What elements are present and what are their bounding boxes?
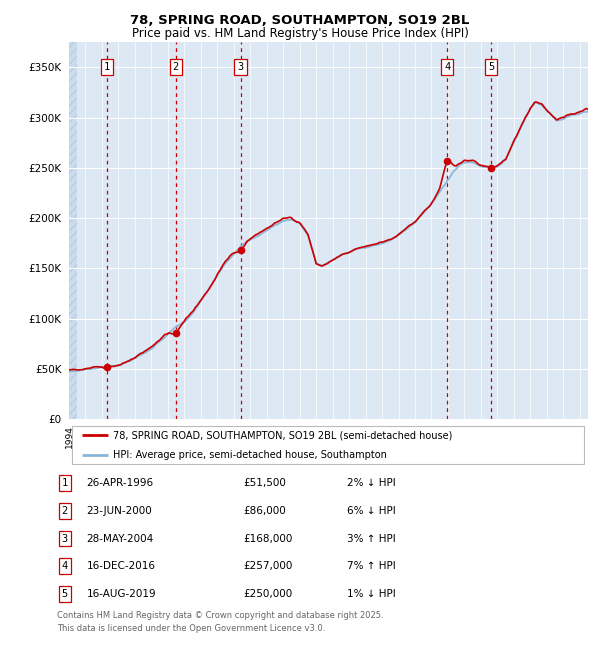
Text: 6% ↓ HPI: 6% ↓ HPI (347, 506, 396, 516)
Text: 16-DEC-2016: 16-DEC-2016 (86, 561, 155, 571)
FancyBboxPatch shape (71, 426, 584, 464)
Text: 5: 5 (62, 589, 68, 599)
Text: £168,000: £168,000 (243, 534, 293, 543)
Text: 23-JUN-2000: 23-JUN-2000 (86, 506, 152, 516)
Text: 2: 2 (62, 506, 68, 516)
Text: 3: 3 (62, 534, 68, 543)
Text: 2% ↓ HPI: 2% ↓ HPI (347, 478, 396, 488)
Text: 3: 3 (238, 62, 244, 72)
Text: £51,500: £51,500 (243, 478, 286, 488)
Text: Contains HM Land Registry data © Crown copyright and database right 2025.: Contains HM Land Registry data © Crown c… (57, 611, 383, 620)
Bar (69, 42, 77, 419)
Text: 26-APR-1996: 26-APR-1996 (86, 478, 154, 488)
Text: 78, SPRING ROAD, SOUTHAMPTON, SO19 2BL (semi-detached house): 78, SPRING ROAD, SOUTHAMPTON, SO19 2BL (… (113, 430, 452, 440)
Text: 5: 5 (488, 62, 494, 72)
Text: 4: 4 (444, 62, 451, 72)
Text: 28-MAY-2004: 28-MAY-2004 (86, 534, 154, 543)
Text: £257,000: £257,000 (243, 561, 293, 571)
Text: This data is licensed under the Open Government Licence v3.0.: This data is licensed under the Open Gov… (57, 624, 325, 633)
Text: 1: 1 (62, 478, 68, 488)
Text: £250,000: £250,000 (243, 589, 292, 599)
Text: 7% ↑ HPI: 7% ↑ HPI (347, 561, 396, 571)
Text: HPI: Average price, semi-detached house, Southampton: HPI: Average price, semi-detached house,… (113, 450, 387, 460)
Text: Price paid vs. HM Land Registry's House Price Index (HPI): Price paid vs. HM Land Registry's House … (131, 27, 469, 40)
Text: 1% ↓ HPI: 1% ↓ HPI (347, 589, 396, 599)
Text: 78, SPRING ROAD, SOUTHAMPTON, SO19 2BL: 78, SPRING ROAD, SOUTHAMPTON, SO19 2BL (130, 14, 470, 27)
Text: 3% ↑ HPI: 3% ↑ HPI (347, 534, 396, 543)
Text: 16-AUG-2019: 16-AUG-2019 (86, 589, 157, 599)
Text: 2: 2 (173, 62, 179, 72)
Text: 1: 1 (104, 62, 110, 72)
Text: 4: 4 (62, 561, 68, 571)
Text: £86,000: £86,000 (243, 506, 286, 516)
